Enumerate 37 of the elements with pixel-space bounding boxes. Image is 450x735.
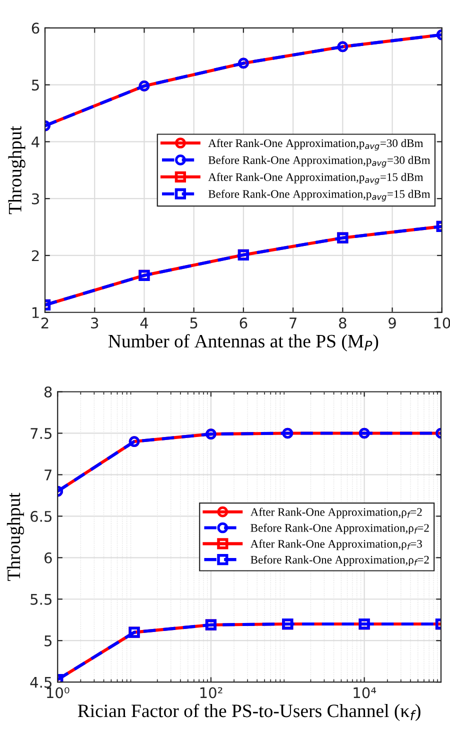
y-tick-label: 6: [32, 22, 40, 34]
x-tick-label: 5: [190, 318, 198, 329]
x-tick-label: 9: [388, 317, 396, 329]
x-axis-title: Number of Antennas at the PS (M$_{P}$): [108, 334, 378, 352]
x-tick-label: 6: [240, 317, 248, 329]
x-tick-label: 3: [91, 317, 98, 329]
y-tick-label: 6: [44, 552, 52, 564]
legend-label: Before Rank-One Approximation,p$_{avg}$=15 dBm: [208, 190, 430, 202]
legend-label: Before Rank-One Approximation,ρ$_{f}$=2: [250, 524, 429, 534]
y-tick-label: 4.5: [30, 676, 52, 688]
x-tick-label: 10⁰: [47, 687, 70, 698]
y-axis-title: Throughput: [8, 126, 26, 214]
y-tick-label: 4: [32, 136, 40, 148]
y-tick-label: 3: [32, 193, 39, 204]
x-tick-label: 4: [140, 318, 148, 328]
x-tick-label: 10⁴: [354, 687, 376, 698]
y-tick-label: 5: [32, 80, 39, 91]
y-tick-label: 8: [44, 386, 52, 398]
y-tick-label: 1: [32, 307, 39, 318]
legend-label: Before Rank-One Approximation,p$_{avg}$=30 dBm: [208, 156, 430, 168]
y-tick-label: 5: [44, 636, 52, 646]
legend-label: After Rank-One Approximation,ρ$_{f}$=3: [250, 540, 422, 550]
legend-label: After Rank-One Approximation,p$_{avg}$=30 dBm: [208, 138, 424, 151]
y-tick-label: 2: [32, 250, 39, 262]
y-tick-label: 7.5: [30, 428, 52, 439]
y-axis-title: Throughput: [6, 492, 24, 581]
legend-label: After Rank-One Approximation,ρ$_{f}$=2: [250, 508, 422, 518]
legend-label: Before Rank-One Approximation,ρ$_{f}$=2: [250, 555, 429, 566]
x-tick-label: 10: [434, 317, 450, 329]
x-tick-label: 8: [339, 317, 346, 329]
y-tick-label: 5.5: [30, 594, 52, 605]
x-axis-title: Rician Factor of the PS-to-Users Channel (κ$_{f}$): [78, 704, 420, 722]
x-tick-label: 10²: [200, 687, 222, 698]
y-tick-label: 7: [44, 470, 52, 480]
y-tick-label: 6.5: [30, 510, 52, 522]
x-tick-label: 7: [290, 318, 296, 328]
legend-label: After Rank-One Approximation,p$_{avg}$=15 dBm: [208, 172, 424, 184]
